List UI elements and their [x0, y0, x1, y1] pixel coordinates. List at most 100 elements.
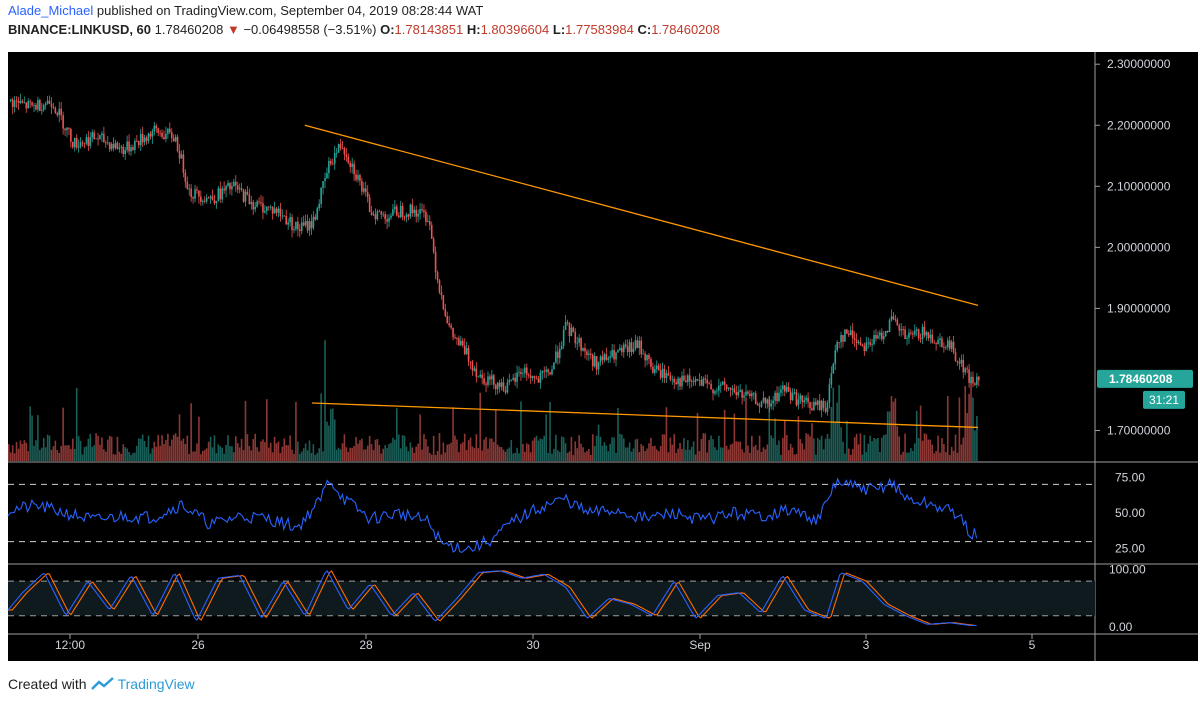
volume-bar [279, 453, 282, 461]
volume-bar [83, 447, 86, 461]
candle-body [167, 128, 169, 134]
candle-body [122, 146, 125, 155]
candle-body [784, 385, 786, 392]
volume-bar [764, 449, 767, 461]
chart-area[interactable]: 2.30000000 2.20000000 2.10000000 2.00000000… [0, 45, 1200, 663]
volume-bar [718, 435, 720, 461]
tradingview-logo-icon[interactable] [90, 677, 115, 691]
candle-body [974, 383, 976, 385]
candle-body [285, 215, 288, 225]
candle-body [933, 342, 935, 344]
volume-bar [366, 445, 369, 461]
candle-body [758, 405, 761, 407]
candle-body [136, 140, 138, 142]
volume-bar [539, 438, 542, 461]
volume-bar [215, 453, 218, 461]
volume-bar [646, 448, 648, 461]
volume-bar [182, 438, 185, 461]
volume-bar [580, 443, 582, 461]
candle-body [134, 140, 136, 150]
candle-body [246, 191, 249, 195]
volume-bar [345, 447, 348, 461]
volume-bar [463, 433, 466, 461]
candle-body [345, 154, 348, 157]
candle-body [444, 309, 447, 317]
low-value: 1.77583984 [565, 22, 634, 37]
volume-bar [300, 451, 303, 461]
volume-bar [394, 439, 396, 461]
candle-body [314, 216, 317, 220]
volume-bar [884, 434, 887, 461]
candle-body [456, 338, 458, 339]
candle-body [855, 339, 858, 343]
candle-body [262, 203, 264, 213]
candle-body [273, 208, 276, 214]
volume-bar [599, 436, 602, 461]
candle-body [291, 217, 293, 231]
volume-bar [328, 425, 330, 461]
volume-bar [167, 433, 169, 461]
volume-bar [687, 440, 689, 461]
volume-bar [293, 453, 295, 461]
candle-body [626, 346, 629, 352]
candles [9, 93, 980, 418]
candle-body [120, 146, 123, 148]
candle-body [634, 340, 637, 349]
candle-body [85, 137, 88, 144]
volume-bar [91, 447, 94, 461]
volume-bar [211, 447, 214, 461]
candle-body [297, 221, 299, 230]
volume-bar [40, 447, 43, 461]
tradingview-link[interactable]: TradingView [117, 676, 195, 692]
candle-body [917, 329, 920, 339]
candle-body [809, 402, 811, 409]
volume-bar [886, 411, 889, 461]
volume-bar [780, 454, 782, 461]
candle-body [654, 369, 656, 373]
candle-body [791, 393, 794, 400]
volume-bar [890, 396, 893, 461]
candle-body [494, 384, 497, 390]
candle-body [396, 206, 398, 216]
candle-body [958, 361, 961, 364]
volume-bar [489, 438, 491, 461]
candle-body [902, 329, 904, 330]
candle-body [919, 338, 922, 340]
candle-body [851, 330, 854, 339]
candle-body [234, 181, 237, 186]
author-link[interactable]: Alade_Michael [8, 3, 94, 18]
candle-body [939, 338, 941, 340]
volume-bar [46, 434, 49, 461]
volume-bar [970, 382, 972, 461]
candle-body [580, 338, 582, 351]
volume-bar [601, 445, 604, 461]
candle-body [510, 379, 513, 381]
volume-bar [522, 443, 524, 461]
volume-bar [948, 454, 951, 461]
volume-bar [359, 440, 361, 461]
candle-body [539, 372, 542, 383]
volume-bar [114, 454, 117, 461]
open-value: 1.78143851 [394, 22, 464, 37]
volume-bar [915, 410, 918, 461]
volume-bar [925, 434, 928, 461]
candle-body [267, 206, 270, 208]
volume-bar [931, 444, 934, 461]
volume-bar [159, 445, 161, 461]
volume-bar [867, 443, 870, 461]
volume-bar [196, 443, 198, 461]
volume-bar [698, 451, 701, 461]
candle-body [749, 393, 751, 397]
volume-bar [875, 438, 877, 461]
candle-body [906, 337, 908, 339]
volume-bar [504, 451, 507, 461]
volume-bar [54, 440, 57, 461]
volume-bar [213, 435, 216, 461]
volume-bar [33, 445, 35, 461]
candle-body [937, 339, 939, 345]
candle-body [640, 340, 643, 355]
candle-body [630, 342, 633, 353]
candle-body [568, 322, 571, 337]
volume-bar [675, 452, 677, 461]
candle-body [558, 348, 561, 358]
